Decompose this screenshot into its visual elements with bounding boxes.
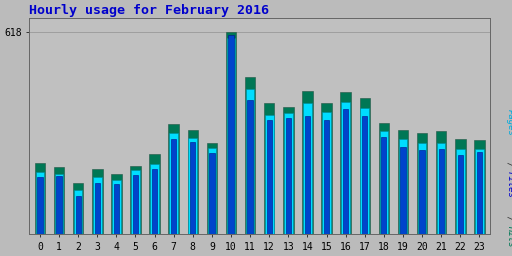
Bar	[284, 113, 293, 234]
Bar	[76, 196, 81, 234]
Bar	[265, 115, 273, 234]
Bar	[207, 143, 217, 234]
Bar	[283, 107, 293, 234]
Bar	[187, 130, 198, 234]
Text: Files: Files	[506, 171, 512, 198]
Text: /: /	[506, 210, 512, 226]
Bar	[360, 108, 369, 234]
Bar	[36, 172, 44, 234]
Text: Hits: Hits	[506, 225, 512, 246]
Bar	[246, 89, 254, 234]
Bar	[474, 140, 485, 234]
Bar	[456, 149, 464, 234]
Bar	[381, 137, 387, 234]
Bar	[150, 154, 160, 234]
Bar	[35, 163, 45, 234]
Bar	[169, 133, 178, 234]
Bar	[342, 102, 350, 234]
Bar	[439, 148, 444, 234]
Bar	[419, 151, 425, 234]
Bar	[286, 118, 291, 234]
Bar	[130, 166, 141, 234]
Bar	[114, 185, 119, 234]
Bar	[152, 169, 157, 234]
Bar	[302, 91, 313, 234]
Bar	[322, 103, 332, 234]
Bar	[209, 153, 215, 234]
Bar	[111, 174, 122, 234]
Bar	[73, 183, 83, 234]
Bar	[458, 155, 463, 234]
Bar	[340, 92, 351, 234]
Bar	[343, 109, 348, 234]
Bar	[324, 120, 329, 234]
Bar	[37, 177, 42, 234]
Bar	[398, 130, 408, 234]
Bar	[92, 169, 102, 234]
Bar	[400, 146, 406, 234]
Bar	[477, 152, 482, 234]
Bar	[228, 35, 233, 234]
Bar	[322, 112, 331, 234]
Text: Pages: Pages	[506, 110, 512, 136]
Text: Hourly usage for February 2016: Hourly usage for February 2016	[29, 4, 269, 17]
Bar	[305, 116, 310, 234]
Text: /: /	[506, 156, 512, 172]
Bar	[455, 139, 465, 234]
Bar	[359, 99, 370, 234]
Bar	[227, 38, 236, 234]
Bar	[379, 131, 388, 234]
Bar	[131, 170, 140, 234]
Bar	[93, 177, 101, 234]
Bar	[378, 123, 389, 234]
Bar	[55, 174, 63, 234]
Bar	[267, 120, 272, 234]
Bar	[437, 143, 445, 234]
Bar	[151, 164, 159, 234]
Bar	[399, 139, 407, 234]
Bar	[418, 143, 426, 234]
Bar	[475, 149, 484, 234]
Bar	[245, 77, 255, 234]
Bar	[247, 100, 253, 234]
Bar	[168, 124, 179, 234]
Bar	[54, 167, 65, 234]
Bar	[264, 103, 274, 234]
Bar	[95, 184, 100, 234]
Bar	[362, 116, 368, 234]
Bar	[133, 175, 138, 234]
Bar	[112, 180, 121, 234]
Bar	[190, 142, 196, 234]
Bar	[303, 103, 312, 234]
Bar	[56, 176, 61, 234]
Bar	[207, 147, 216, 234]
Bar	[226, 32, 236, 234]
Bar	[417, 133, 428, 234]
Bar	[436, 132, 446, 234]
Bar	[171, 139, 176, 234]
Bar	[188, 138, 197, 234]
Bar	[74, 190, 82, 234]
